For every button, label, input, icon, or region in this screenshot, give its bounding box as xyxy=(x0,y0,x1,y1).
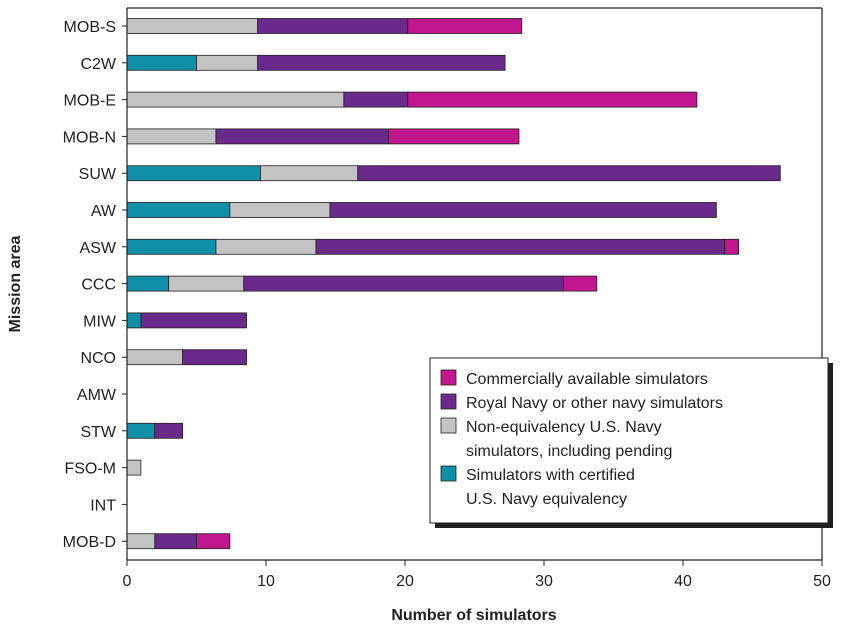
bar-c2w-non-equivalency-u-s-navy-simulators-including-pending xyxy=(196,54,259,71)
bar-asw-simulators-with-certified-u-s-navy-equivalency xyxy=(126,238,217,255)
y-tick-label-miw: MIW xyxy=(83,313,117,330)
bar-miw-simulators-with-certified-u-s-navy-equivalency xyxy=(126,312,142,329)
bar-mob-e-non-equivalency-u-s-navy-simulators-including-pending xyxy=(126,91,345,108)
bar-ccc-royal-navy-or-other-navy-simulators xyxy=(243,275,564,292)
y-tick-label-nco: NCO xyxy=(80,350,116,367)
legend: Commercially available simulators Royal N… xyxy=(429,357,833,528)
legend-label-royal-navy-or-other-navy-simulators: Royal Navy or other navy simulators xyxy=(466,395,723,412)
bars-layer xyxy=(126,18,781,550)
bar-mob-s-royal-navy-or-other-navy-simulators xyxy=(257,18,409,34)
legend-label-non-equivalency-u-s-navy-simulators-including-pending: Non-equivalency U.S. Navy xyxy=(466,419,662,436)
bar-suw-royal-navy-or-other-navy-simulators xyxy=(357,165,781,182)
bar-mob-d-non-equivalency-u-s-navy-simulators-including-pending xyxy=(126,533,156,550)
bar-asw-commercially-available-simulators xyxy=(724,238,740,255)
bar-c2w-simulators-with-certified-u-s-navy-equivalency xyxy=(126,54,197,71)
bar-fso-m-non-equivalency-u-s-navy-simulators-including-pending xyxy=(126,459,142,476)
bar-miw-royal-navy-or-other-navy-simulators xyxy=(140,312,247,329)
bar-stw-simulators-with-certified-u-s-navy-equivalency xyxy=(126,422,156,439)
legend-box xyxy=(429,357,829,524)
bar-asw-royal-navy-or-other-navy-simulators xyxy=(315,238,726,255)
bar-mob-s-non-equivalency-u-s-navy-simulators-including-pending xyxy=(126,18,259,34)
y-tick-labels: MOB-S C2W MOB-E MOB-N SUW AW ASW CCC MIW NCO AMW ST… xyxy=(63,19,127,551)
y-tick-label-c2w: C2W xyxy=(80,56,116,73)
bar-mob-d-royal-navy-or-other-navy-simulators xyxy=(154,533,197,550)
y-tick-label-int: INT xyxy=(90,497,116,514)
bar-mob-e-royal-navy-or-other-navy-simulators xyxy=(343,91,409,108)
y-tick-label-mob-e: MOB-E xyxy=(64,93,116,110)
legend-label-simulators-with-certified-u-s-navy-equivalency: U.S. Navy equivalency xyxy=(466,491,627,508)
bar-ccc-simulators-with-certified-u-s-navy-equivalency xyxy=(126,275,170,292)
y-tick-label-suw: SUW xyxy=(79,166,117,183)
legend-swatch-royal-navy-or-other-navy-simulators xyxy=(440,393,457,410)
bar-stw-royal-navy-or-other-navy-simulators xyxy=(154,422,184,439)
bar-asw-non-equivalency-u-s-navy-simulators-including-pending xyxy=(215,238,317,255)
bar-mob-n-non-equivalency-u-s-navy-simulators-including-pending xyxy=(126,128,217,145)
bar-mob-n-commercially-available-simulators xyxy=(387,128,520,145)
bar-ccc-commercially-available-simulators xyxy=(563,275,598,292)
bar-c2w-royal-navy-or-other-navy-simulators xyxy=(257,54,506,71)
y-tick-label-mob-d: MOB-D xyxy=(63,534,116,551)
bar-nco-royal-navy-or-other-navy-simulators xyxy=(182,349,247,366)
x-tick-label-0: 0 xyxy=(123,573,132,590)
legend-items: Commercially available simulators Royal N… xyxy=(440,369,723,508)
x-tick-label-30: 30 xyxy=(535,573,553,590)
x-tick-label-10: 10 xyxy=(257,573,275,590)
x-tick-label-20: 20 xyxy=(396,573,414,590)
y-tick-label-stw: STW xyxy=(80,424,116,441)
y-axis-title: Mission area xyxy=(7,235,24,332)
y-tick-label-fso-m: FSO-M xyxy=(64,461,116,478)
legend-swatch-commercially-available-simulators xyxy=(440,369,457,386)
bar-suw-non-equivalency-u-s-navy-simulators-including-pending xyxy=(260,165,359,182)
y-tick-label-ccc: CCC xyxy=(81,277,116,294)
bar-mob-s-commercially-available-simulators xyxy=(407,18,523,34)
legend-swatch-non-equivalency-u-s-navy-simulators-including-pending xyxy=(440,417,457,434)
legend-label-non-equivalency-u-s-navy-simulators-including-pending: simulators, including pending xyxy=(466,443,672,460)
y-tick-label-asw: ASW xyxy=(80,240,117,257)
bar-nco-non-equivalency-u-s-navy-simulators-including-pending xyxy=(126,349,183,366)
bar-mob-d-commercially-available-simulators xyxy=(196,533,231,550)
x-tick-labels: 0 10 20 30 40 50 xyxy=(123,560,831,590)
bar-mob-e-commercially-available-simulators xyxy=(407,91,698,108)
bar-ccc-non-equivalency-u-s-navy-simulators-including-pending xyxy=(168,275,245,292)
bar-aw-royal-navy-or-other-navy-simulators xyxy=(329,202,717,218)
y-tick-label-mob-n: MOB-N xyxy=(63,129,116,146)
x-tick-label-50: 50 xyxy=(813,573,831,590)
legend-swatch-simulators-with-certified-u-s-navy-equivalency xyxy=(440,465,457,482)
legend-label-simulators-with-certified-u-s-navy-equivalency: Simulators with certified xyxy=(466,467,635,484)
y-tick-label-aw: AW xyxy=(91,203,117,220)
bar-aw-non-equivalency-u-s-navy-simulators-including-pending xyxy=(229,202,331,218)
x-axis-title: Number of simulators xyxy=(391,607,556,624)
bar-mob-n-royal-navy-or-other-navy-simulators xyxy=(215,128,389,145)
legend-label-commercially-available-simulators: Commercially available simulators xyxy=(466,371,708,388)
bar-suw-simulators-with-certified-u-s-navy-equivalency xyxy=(126,165,261,182)
x-tick-label-40: 40 xyxy=(674,573,692,590)
y-tick-label-amw: AMW xyxy=(77,387,117,404)
bar-aw-simulators-with-certified-u-s-navy-equivalency xyxy=(126,202,231,218)
y-tick-label-mob-s: MOB-S xyxy=(64,19,116,36)
